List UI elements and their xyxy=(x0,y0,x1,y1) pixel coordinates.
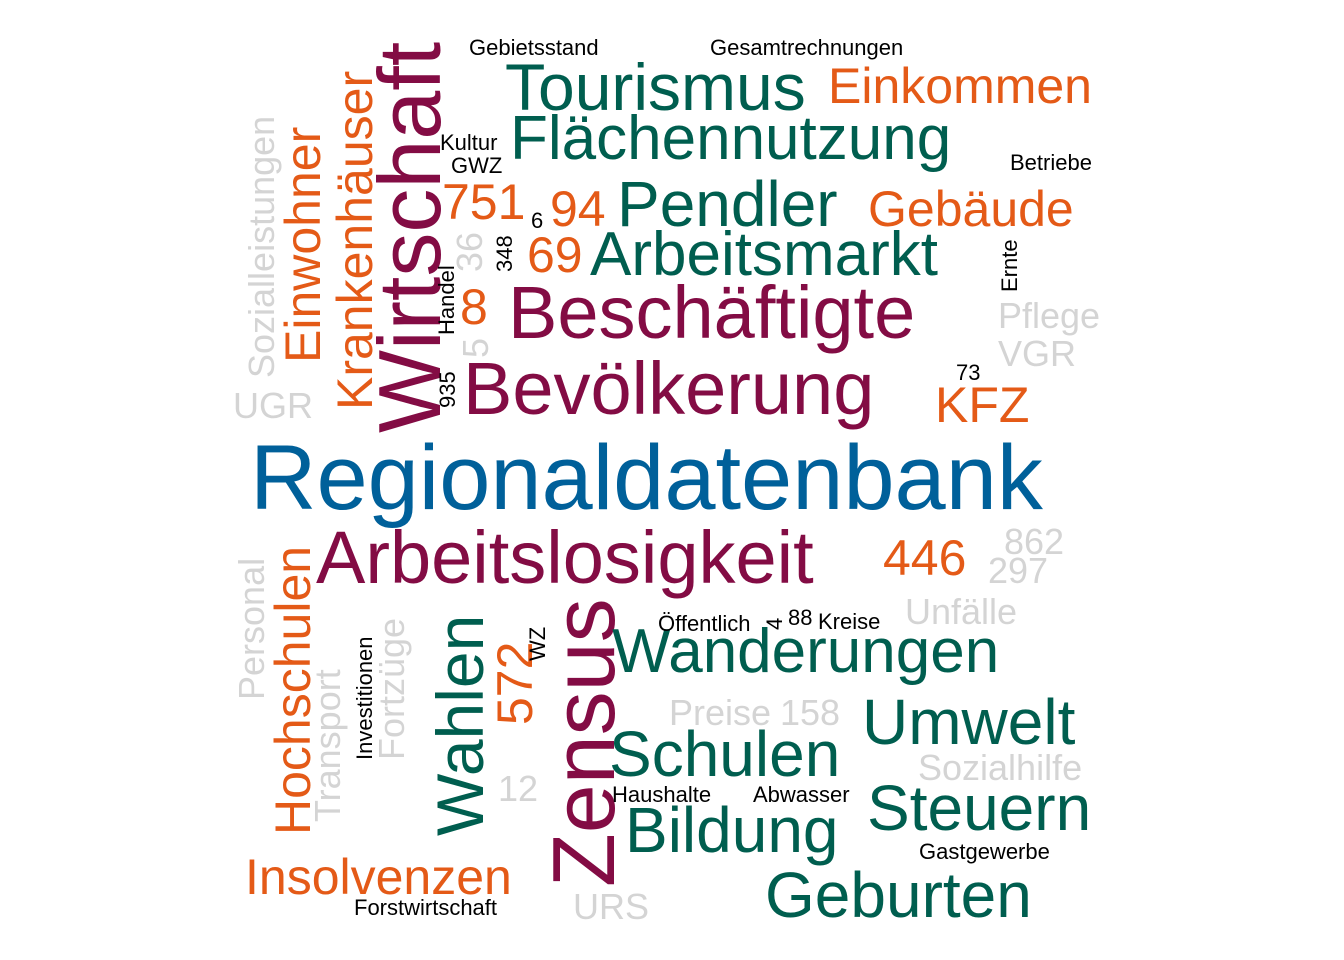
word-gebietsstand: Gebietsstand xyxy=(469,35,599,60)
word-bevölkerung: Bevölkerung xyxy=(463,347,875,430)
word-94: 94 xyxy=(550,181,606,237)
word-6: 6 xyxy=(531,208,544,233)
word-gesamtrechnungen: Gesamtrechnungen xyxy=(710,35,904,60)
word-transport: Transport xyxy=(307,669,348,822)
word-gastgewerbe: Gastgewerbe xyxy=(919,839,1050,864)
word-insolvenzen: Insolvenzen xyxy=(245,849,512,905)
word-69: 69 xyxy=(527,227,583,283)
word-vgr: VGR xyxy=(998,333,1077,374)
word-unfälle: Unfälle xyxy=(905,591,1018,632)
word-5: 5 xyxy=(455,337,496,358)
word-handel: Handel xyxy=(434,265,459,335)
word-urs: URS xyxy=(573,886,650,927)
word-preise: Preise xyxy=(669,692,772,733)
word-4: 4 xyxy=(762,617,787,630)
word-88: 88 xyxy=(788,605,813,630)
word-862: 862 xyxy=(1004,521,1065,562)
word-kfz: KFZ xyxy=(935,377,1030,433)
word-kultur: Kultur xyxy=(440,130,498,155)
word-sozialleistungen: Sozialleistungen xyxy=(241,115,282,378)
word-348: 348 xyxy=(492,235,517,272)
word-geburten: Geburten xyxy=(765,859,1032,931)
word-wanderungen: Wanderungen xyxy=(612,617,1000,686)
word-betriebe: Betriebe xyxy=(1010,150,1092,175)
word-fortzüge: Fortzüge xyxy=(371,617,412,760)
word-12: 12 xyxy=(498,768,539,809)
word-8: 8 xyxy=(460,279,488,335)
word-pflege: Pflege xyxy=(998,295,1101,336)
word-regionaldatenbank: Regionaldatenbank xyxy=(250,427,1043,529)
word-gebäude: Gebäude xyxy=(868,181,1074,237)
word-investitionen: Investitionen xyxy=(352,636,377,760)
word-arbeitsmarkt: Arbeitsmarkt xyxy=(590,220,938,289)
word-kreise: Kreise xyxy=(818,609,881,634)
word-ernte: Ernte xyxy=(997,239,1022,292)
word-flächennutzung: Flächennutzung xyxy=(510,104,952,173)
word-gwz: GWZ xyxy=(451,153,503,178)
word-haushalte: Haushalte xyxy=(612,782,712,807)
word-arbeitslosigkeit: Arbeitslosigkeit xyxy=(316,516,814,599)
word-wahlen: Wahlen xyxy=(423,614,497,836)
word-158: 158 xyxy=(780,692,841,733)
word-sozialhilfe: Sozialhilfe xyxy=(918,747,1083,788)
word-umwelt: Umwelt xyxy=(862,686,1076,758)
word-751: 751 xyxy=(442,174,526,230)
word-beschäftigte: Beschäftigte xyxy=(508,271,916,354)
word-446: 446 xyxy=(883,530,967,586)
word-73: 73 xyxy=(956,360,981,385)
word-öffentlich: Öffentlich xyxy=(658,611,751,636)
word-tourismus: Tourismus xyxy=(505,50,806,124)
word-abwasser: Abwasser xyxy=(753,782,850,807)
word-einkommen: Einkommen xyxy=(828,58,1092,114)
word-ugr: UGR xyxy=(233,385,313,426)
word-personal: Personal xyxy=(231,557,272,700)
word-forstwirtschaft: Forstwirtschaft xyxy=(354,895,498,920)
word-bildung: Bildung xyxy=(625,794,839,866)
word-steuern: Steuern xyxy=(867,772,1092,844)
word-wz: WZ xyxy=(525,626,550,661)
word-297: 297 xyxy=(988,550,1049,591)
word-schulen: Schulen xyxy=(609,718,841,790)
word-krankenhäuser: Krankenhäuser xyxy=(327,70,383,410)
word-pendler: Pendler xyxy=(617,168,838,240)
word-einwohner: Einwohner xyxy=(275,126,331,363)
word-935: 935 xyxy=(435,371,460,408)
